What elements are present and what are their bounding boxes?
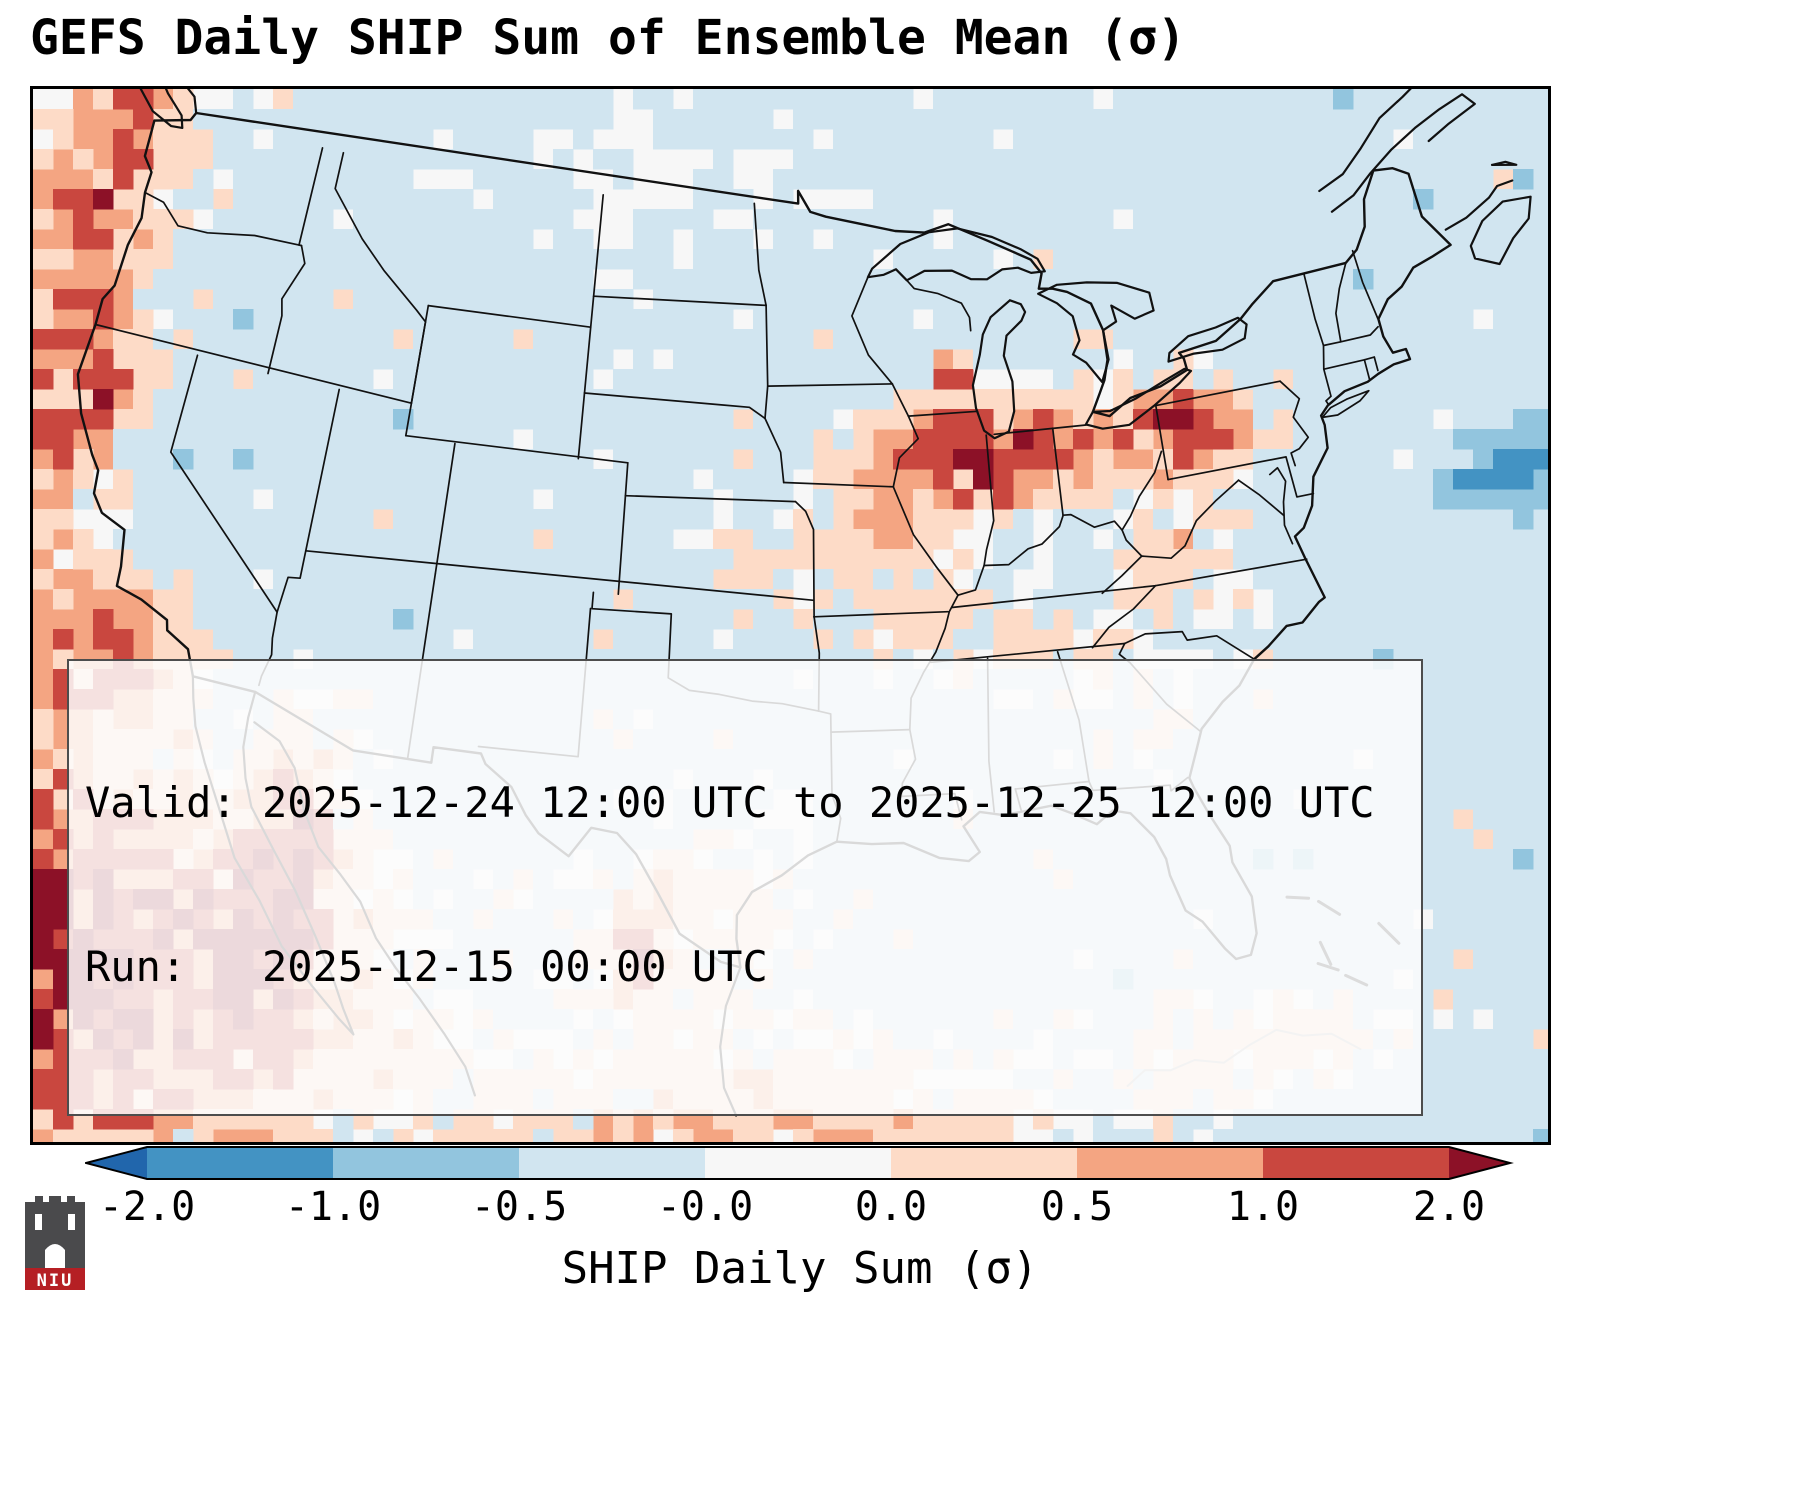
info-valid-line: Valid: 2025-12-24 12:00 UTC to 2025-12-2… xyxy=(85,778,1375,828)
colorbar-ticks: -2.0 -1.0 -0.5 -0.0 0.0 0.5 1.0 2.0 xyxy=(85,1184,1515,1232)
chart-title: GEFS Daily SHIP Sum of Ensemble Mean (σ) xyxy=(30,10,1186,66)
logo-window xyxy=(68,1214,75,1230)
info-run-line: Run: 2025-12-15 00:00 UTC xyxy=(85,942,768,992)
colorbar-tick: -0.5 xyxy=(470,1184,568,1230)
map-frame: Valid: 2025-12-24 12:00 UTC to 2025-12-2… xyxy=(30,86,1551,1145)
great-lakes xyxy=(866,227,1248,440)
logo-window xyxy=(35,1214,42,1230)
logo-banner xyxy=(25,1268,85,1290)
niu-logo: NIU xyxy=(25,1196,85,1291)
colorbar-tick: -2.0 xyxy=(98,1184,196,1230)
colorbar-tick: -0.0 xyxy=(656,1184,754,1230)
colorbar-tick: 1.0 xyxy=(1226,1184,1300,1230)
logo-text: NIU xyxy=(37,1271,74,1291)
colorbar-tick: 0.5 xyxy=(1040,1184,1114,1230)
colorbar-svg xyxy=(82,1146,1514,1180)
colorbar-tick: -1.0 xyxy=(284,1184,382,1230)
colorbar xyxy=(82,1146,1515,1180)
canada-coastlines xyxy=(139,89,1532,266)
info-box: Valid: 2025-12-24 12:00 UTC to 2025-12-2… xyxy=(67,659,1423,1116)
colorbar-label: SHIP Daily Sum (σ) xyxy=(561,1243,1039,1294)
logo-arch xyxy=(45,1244,65,1268)
colorbar-tick: 2.0 xyxy=(1412,1184,1486,1230)
colorbar-tick: 0.0 xyxy=(854,1184,928,1230)
